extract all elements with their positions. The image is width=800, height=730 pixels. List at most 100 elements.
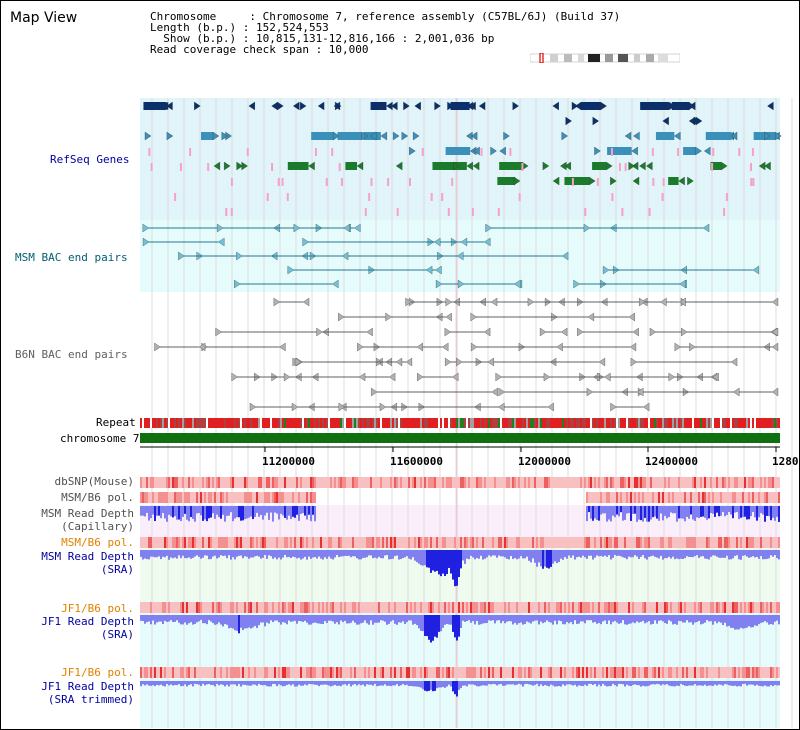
repeat-segment [354,418,356,428]
dbsnp-cell [430,477,432,488]
msm-pol2-cell [512,537,514,548]
track-label-refseq[interactable]: RefSeq Genes [50,153,130,166]
msm-sra-depth [158,550,160,557]
track-label-msm-depth-cap[interactable]: MSM Read Depth [41,507,134,520]
jf1-pol2-cell [534,667,536,678]
repeat-segment [614,418,616,428]
repeat-segment [606,418,608,428]
msm-pol-cell [188,492,190,503]
msm-capillary-depth [600,506,602,515]
msm-pol2-cell [480,537,482,548]
jf1-pol2-cell [770,667,772,678]
jf1-pol-cell [246,602,248,613]
jf1-pol-cell [444,602,446,613]
jf1-trim-depth [768,681,770,687]
track-label-repeat[interactable]: Repeat [96,416,136,429]
repeat-segment [652,418,654,428]
jf1-trim-depth [376,681,378,687]
msm-pol-cell [740,492,742,503]
msm-pol-cell [768,492,770,503]
msm-capillary-depth [712,506,714,514]
dbsnp-cell [282,477,284,488]
jf1-sra-depth [282,615,284,623]
msm-sra-depth [696,550,698,556]
dbsnp-cell [498,477,500,488]
track-label-jf1-depth-sra[interactable]: JF1 Read Depth [41,615,134,628]
dbsnp-cell [284,477,286,488]
jf1-sra-depth [420,615,422,631]
msm-pol-cell [150,492,152,503]
msm-pol2-cell [170,537,172,548]
jf1-sra-depth [326,615,328,623]
refseq-gene-arrow [695,116,703,126]
jf1-pol-cell [726,602,728,613]
msm-sra-depth [208,550,210,560]
jf1-sra-depth [704,615,706,623]
track-label-dbsnp[interactable]: dbSNP(Mouse) [54,475,134,488]
jf1-pol-cell [588,602,590,613]
msm-sra-depth [418,550,420,564]
track-label-jf1-depth-trim[interactable]: JF1 Read Depth [41,680,134,693]
msm-pol2-cell [714,537,716,548]
msm-pol2-cell [276,537,278,548]
track-label-jf1-depth-trim-sub: (SRA trimmed) [47,693,134,706]
msm-pol-cell [256,492,258,503]
msm-pol2-cell [374,537,376,548]
msm-pol2-cell [568,537,570,548]
jf1-trim-depth [488,681,490,685]
chromosome-ideogram[interactable] [530,53,680,63]
track-label-jf1-pol-1[interactable]: JF1/B6 pol. [61,602,134,615]
jf1-trim-depth [370,681,372,685]
jf1-pol-cell [352,602,354,613]
dbsnp-cell [680,477,682,488]
jf1-sra-depth [156,615,158,623]
msm-sra-depth [370,550,372,556]
jf1-trim-depth [736,681,738,687]
jf1-trim-depth [480,681,482,686]
jf1-trim-depth [566,681,568,685]
msm-sra-depth [298,550,300,558]
repeat-segment [452,418,454,428]
jf1-pol2-cell [706,667,708,678]
jf1-sra-depth [406,615,408,623]
jf1-sra-depth [658,615,660,621]
track-label-msm-depth-sra[interactable]: MSM Read Depth [41,550,134,563]
jf1-pol-cell [762,602,764,613]
jf1-trim-depth [648,681,650,686]
jf1-trim-depth [142,681,144,685]
msm-pol2-cell [278,537,280,548]
msm-sra-depth [638,550,640,559]
repeat-segment [778,418,780,428]
track-label-jf1-pol-2[interactable]: JF1/B6 pol. [61,666,134,679]
track-label-msm-bac[interactable]: MSM BAC end pairs [15,251,128,264]
msm-capillary-depth [212,506,214,514]
msm-capillary-depth [182,506,184,517]
msm-sra-depth [712,550,714,556]
track-label-b6n-bac[interactable]: B6N BAC end pairs [15,348,128,361]
msm-bac-end [217,223,224,233]
repeat-segment [248,418,250,428]
msm-pol-cell [224,492,226,503]
track-label-msm-pol-2[interactable]: MSM/B6 pol. [61,536,134,549]
repeat-segment [142,418,144,428]
track-label-chromosome[interactable]: chromosome 7 [60,432,140,445]
dbsnp-cell [546,477,548,488]
dbsnp-cell [368,477,370,488]
msm-sra-depth [340,550,342,557]
jf1-sra-depth [762,615,764,623]
msm-pol2-cell [776,537,778,548]
msm-pol2-cell [372,537,374,548]
msm-pol2-cell [172,537,174,548]
jf1-sra-depth [738,615,740,630]
msm-pol2-cell [762,537,764,548]
jf1-pol2-cell [404,667,406,678]
jf1-sra-depth [194,615,196,624]
track-label-msm-pol-1[interactable]: MSM/B6 pol. [61,491,134,504]
jf1-pol-cell [438,602,440,613]
jf1-pol-cell [528,602,530,613]
msm-sra-depth [490,550,492,557]
dbsnp-cell [462,477,464,488]
dbsnp-cell [182,477,184,488]
msm-capillary-depth [728,506,730,513]
